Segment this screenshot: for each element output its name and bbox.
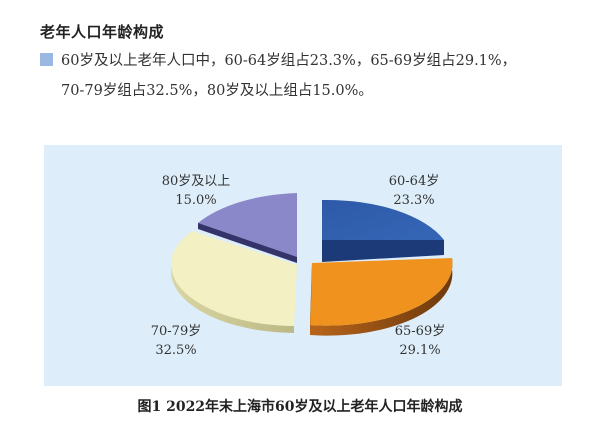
- label-70-79: 70-79岁 32.5%: [126, 322, 226, 360]
- label-80-plus: 80岁及以上 15.0%: [136, 172, 256, 210]
- label-65-69-name: 65-69岁: [394, 324, 446, 339]
- label-60-64-value: 23.3%: [393, 193, 435, 208]
- bullet-square-icon: [40, 53, 53, 66]
- label-80-plus-name: 80岁及以上: [161, 174, 231, 189]
- label-80-plus-value: 15.0%: [175, 193, 217, 208]
- label-70-79-value: 32.5%: [155, 343, 197, 358]
- label-70-79-name: 70-79岁: [150, 324, 202, 339]
- slice-65-69: [310, 258, 453, 336]
- label-65-69: 65-69岁 29.1%: [370, 322, 470, 360]
- label-60-64: 60-64岁 23.3%: [364, 172, 464, 210]
- summary-paragraph-line-2: 70-79岁组占32.5%，80岁及以上组占15.0%。: [61, 83, 373, 99]
- figure-caption: 图1 2022年末上海市60岁及以上老年人口年龄构成: [137, 399, 463, 415]
- pie-chart: [170, 193, 453, 336]
- pie-chart-panel: 80岁及以上 15.0% 60-64岁 23.3% 70-79岁 32.5% 6…: [44, 145, 562, 386]
- slice-60-64: [322, 199, 444, 262]
- slice-70-79: [170, 231, 297, 333]
- label-60-64-name: 60-64岁: [388, 174, 440, 189]
- section-title: 老年人口年龄构成: [40, 23, 165, 41]
- slice-80-plus: [198, 193, 297, 263]
- summary-paragraph-line-1: 60岁及以上老年人口中，60-64岁组占23.3%，65-69岁组占29.1%，: [61, 53, 517, 69]
- label-65-69-value: 29.1%: [399, 343, 441, 358]
